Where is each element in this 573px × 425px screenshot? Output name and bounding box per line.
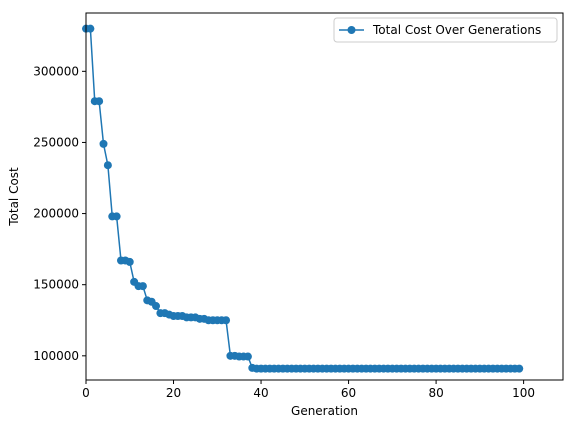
legend-box <box>333 17 558 43</box>
data-point <box>222 316 231 325</box>
y-tick-label: 300000 <box>33 64 79 78</box>
y-tick-label: 150000 <box>33 278 79 292</box>
y-axis-label: Total Cost <box>7 167 21 227</box>
legend-label: Total Cost Over Generations <box>372 23 541 37</box>
legend-marker-swatch <box>347 26 356 34</box>
data-point <box>86 24 95 33</box>
x-axis-label: Generation <box>291 404 358 418</box>
x-ticks: 0 20 40 60 80 100 <box>82 380 535 400</box>
y-tick-label: 250000 <box>33 135 79 149</box>
data-point <box>95 97 104 106</box>
x-tick-label: 60 <box>341 386 356 400</box>
y-tick-label: 200000 <box>33 207 79 221</box>
series-line <box>86 27 520 370</box>
data-point <box>152 302 161 311</box>
data-point <box>99 139 108 148</box>
plot-frame <box>85 12 564 381</box>
data-point <box>125 257 134 266</box>
legend: Total Cost Over Generations <box>333 17 558 43</box>
y-tick-label: 100000 <box>33 349 79 363</box>
x-tick-label: 20 <box>166 386 181 400</box>
data-point <box>112 212 121 221</box>
x-tick-label: 80 <box>428 386 443 400</box>
data-point <box>103 161 112 170</box>
data-point <box>515 364 524 373</box>
x-tick-label: 0 <box>82 386 90 400</box>
data-point <box>243 352 252 361</box>
data-point <box>138 282 147 291</box>
x-tick-label: 40 <box>253 386 268 400</box>
x-tick-label: 100 <box>512 386 535 400</box>
series-group <box>82 24 524 373</box>
y-ticks: 100000 150000 200000 250000 300000 <box>33 64 86 363</box>
